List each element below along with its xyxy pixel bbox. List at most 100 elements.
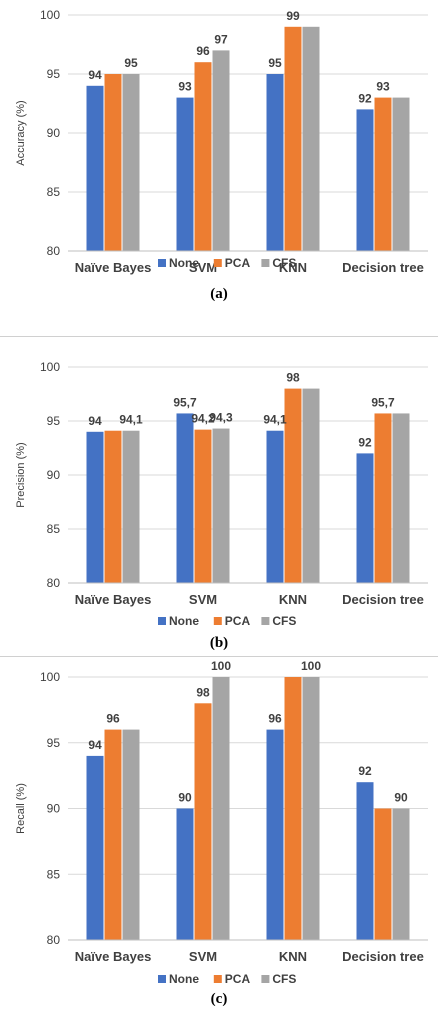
bar-cfs-svm [212,677,230,940]
data-label: 94 [88,68,102,82]
bar-none-svm [176,413,194,583]
y-tick-label: 80 [47,244,61,258]
data-label: 92 [358,764,372,778]
bar-none-decision-tree [356,453,374,583]
data-label: 95,7 [173,395,197,409]
data-label: 94 [88,738,102,752]
data-label: 94,1 [119,413,143,427]
bar-pca-knn [284,677,302,940]
bar-pca-svm [194,62,212,252]
y-tick-label: 100 [40,8,60,22]
legend-label-none: None [169,614,199,628]
accuracy-caption: (a) [210,286,228,302]
data-label: 94,2 [191,412,215,426]
data-label: 93 [178,80,192,94]
bar-none-svm [176,808,194,940]
data-label: 95,7 [371,395,395,409]
legend-swatch-none [158,975,166,983]
data-label: 100 [211,659,231,673]
recall-chart: 80 85 90 95 100 Recall (%) Naïve Bayes SVM KNN De… [15,659,428,986]
legend-label-pca: PCA [225,256,251,270]
data-label: 96 [268,712,282,726]
bar-pca-svm [194,429,212,583]
bar-cfs-na-ve-bayes [122,430,140,583]
y-axis-title: Precision (%) [15,442,27,507]
bar-none-knn [266,430,284,583]
x-category-label: Naïve Bayes [75,260,152,275]
data-label: 94,1 [263,413,287,427]
legend-swatch-cfs [261,259,270,267]
y-tick-label: 95 [47,736,61,750]
bar-cfs-svm [212,428,230,583]
data-label: 94 [88,414,102,428]
legend-label-pca: PCA [225,972,251,986]
bar-cfs-decision-tree [392,808,410,940]
x-category-label: Decision tree [342,260,424,275]
y-tick-label: 85 [47,185,61,199]
data-label: 96 [196,44,210,58]
legend-swatch-cfs [261,975,270,983]
legend-swatch-pca [213,617,222,625]
bar-none-knn [266,74,284,251]
legend-swatch-none [158,259,166,267]
y-axis-title: Recall (%) [15,783,27,834]
x-category-label: Decision tree [342,592,424,607]
bar-cfs-svm [212,50,230,252]
data-label: 90 [394,791,408,805]
accuracy-chart: 80 85 90 95 100 Accuracy (%) Naïve Bayes SVM KNN… [15,8,428,275]
x-category-label: SVM [189,949,217,964]
y-tick-label: 100 [40,360,60,374]
legend-label-pca: PCA [225,614,251,628]
bar-none-na-ve-bayes [86,431,104,583]
bar-pca-svm [194,703,212,940]
legend-swatch-pca [213,259,222,267]
y-tick-label: 95 [47,67,61,81]
data-label: 100 [301,659,321,673]
y-tick-label: 90 [47,126,61,140]
x-category-label: KNN [279,592,307,607]
legend-label-cfs: CFS [272,256,296,270]
data-label: 93 [376,80,390,94]
legend-swatch-none [158,617,166,625]
x-category-label: KNN [279,949,307,964]
bar-pca-na-ve-bayes [104,729,122,940]
legend-swatch-pca [213,975,222,983]
data-label: 97 [214,32,228,46]
data-label: 90 [178,791,192,805]
accuracy-chart-panel: 80 85 90 95 100 Accuracy (%) Naïve Bayes SVM KNN… [0,0,438,310]
precision-chart: 80 85 90 95 100 Precision (%) Naïve Bayes SVM KN… [15,360,428,628]
y-tick-label: 85 [47,522,61,536]
x-category-label: SVM [189,260,217,275]
bar-none-na-ve-bayes [86,755,104,940]
bar-none-decision-tree [356,109,374,252]
y-tick-label: 95 [47,414,61,428]
data-label: 94,3 [209,411,233,425]
data-label: 98 [286,371,300,385]
x-category-label: Naïve Bayes [75,949,152,964]
data-label: 95 [124,56,138,70]
bar-pca-decision-tree [374,97,392,251]
panel-divider [0,336,438,337]
bar-none-knn [266,729,284,940]
bar-cfs-na-ve-bayes [122,729,140,940]
bar-pca-decision-tree [374,413,392,583]
precision-chart-panel: 80 85 90 95 100 Precision (%) Naïve Bayes SVM KN… [0,338,438,656]
x-category-label: Naïve Bayes [75,592,152,607]
precision-caption: (b) [209,635,229,651]
legend-swatch-cfs [261,617,270,625]
data-label: 99 [286,9,300,23]
data-label: 92 [358,435,372,449]
y-tick-label: 85 [47,867,61,881]
x-category-label: Decision tree [342,949,424,964]
bar-cfs-knn [302,26,320,251]
y-tick-label: 80 [47,933,61,947]
x-category-label: KNN [279,260,307,275]
recall-chart-panel: 80 85 90 95 100 Recall (%) Naïve Bayes SVM KNN De… [0,658,438,1020]
legend-label-cfs: CFS [272,972,296,986]
bar-none-na-ve-bayes [86,85,104,251]
bar-cfs-knn [302,677,320,940]
bar-cfs-decision-tree [392,413,410,583]
y-tick-label: 80 [47,576,61,590]
bar-cfs-decision-tree [392,97,410,251]
legend-label-cfs: CFS [272,614,296,628]
